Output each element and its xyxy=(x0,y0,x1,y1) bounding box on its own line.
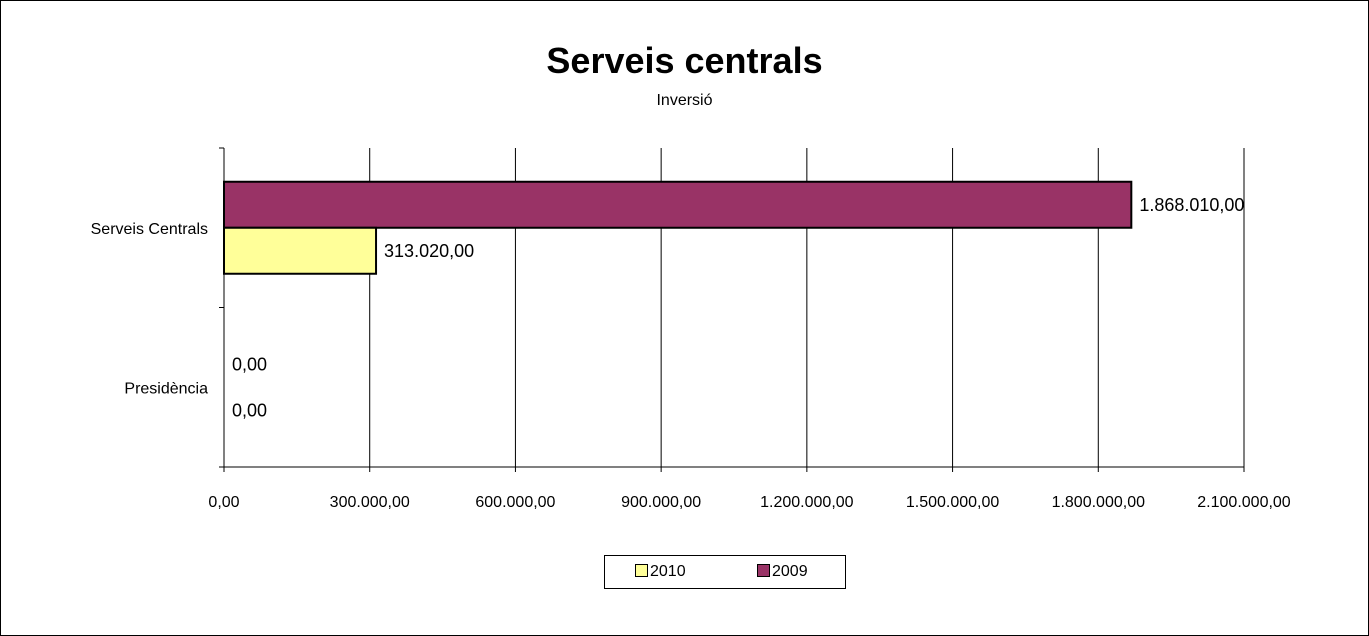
x-tick-label: 0,00 xyxy=(208,494,239,511)
category-label: Presidència xyxy=(124,380,208,397)
x-tick-label: 300.000,00 xyxy=(330,494,410,511)
x-tick-label: 1.800.000,00 xyxy=(1052,494,1146,511)
data-label-2009: 0,00 xyxy=(232,354,267,374)
data-label-2009: 1.868.010,00 xyxy=(1139,195,1244,215)
bar-2009 xyxy=(223,180,1133,229)
data-label-2010: 313.020,00 xyxy=(384,241,474,261)
chart-subtitle: Inversió xyxy=(656,92,713,109)
x-tick-label: 900.000,00 xyxy=(621,494,701,511)
category-label: Serveis Centrals xyxy=(91,221,208,238)
bar-2010 xyxy=(223,226,378,275)
x-tick-label: 1.500.000,00 xyxy=(906,494,1000,511)
legend-item-2009: 2009 xyxy=(757,563,808,581)
legend-label-2010: 2010 xyxy=(650,563,686,580)
x-tick-label: 600.000,00 xyxy=(475,494,555,511)
legend-item-2010: 2010 xyxy=(635,563,686,581)
chart-title: Serveis centrals xyxy=(546,40,823,81)
legend-swatch-2010 xyxy=(635,564,648,577)
data-label-2010: 0,00 xyxy=(232,400,267,420)
chart-legend: 2010 2009 xyxy=(604,555,846,589)
x-tick-label: 2.100.000,00 xyxy=(1197,494,1291,511)
x-tick-label: 1.200.000,00 xyxy=(760,494,854,511)
legend-swatch-2009 xyxy=(757,564,770,577)
legend-label-2009: 2009 xyxy=(772,563,808,580)
